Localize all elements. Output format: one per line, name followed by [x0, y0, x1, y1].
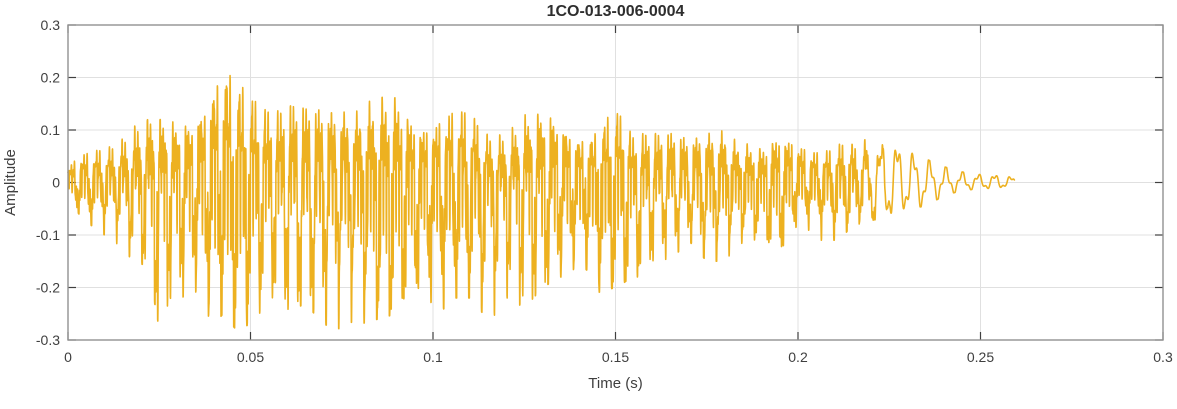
x-axis-label: Time (s) — [588, 375, 642, 392]
y-axis-label: Amplitude — [2, 149, 19, 216]
y-tick-label: 0 — [52, 175, 60, 191]
x-tick-label: 0.05 — [237, 349, 264, 365]
x-tick-label: 0.2 — [788, 349, 808, 365]
x-tick-label: 0.3 — [1153, 349, 1173, 365]
chart-title: 1CO-013-006-0004 — [547, 3, 685, 20]
y-tick-label: -0.1 — [36, 227, 60, 243]
x-tick-label: 0.15 — [602, 349, 629, 365]
x-tick-label: 0.25 — [967, 349, 994, 365]
tick-labels: 0 0.05 0.1 0.15 0.2 0.25 0.3 -0.3 -0.2 -0.1 0 0.1 0.… — [36, 17, 1173, 365]
y-tick-label: -0.3 — [36, 332, 60, 348]
plot-border-box — [67, 24, 1164, 341]
x-tick-label: 0 — [64, 349, 72, 365]
y-tick-label: -0.2 — [36, 280, 60, 296]
y-tick-label: 0.1 — [41, 122, 61, 138]
x-tick-label: 0.1 — [423, 349, 443, 365]
y-tick-label: 0.3 — [41, 17, 61, 33]
waveform-line — [67, 74, 1016, 330]
y-tick-label: 0.2 — [41, 70, 61, 86]
